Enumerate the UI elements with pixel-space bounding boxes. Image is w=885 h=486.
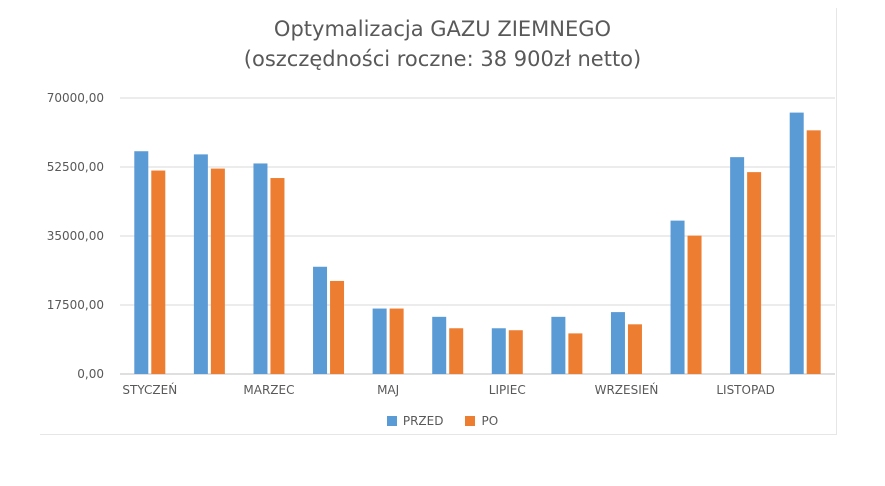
bar-przed-7 [491, 328, 506, 374]
bar-przed-11 [730, 157, 745, 374]
bar-przed-9 [610, 312, 625, 374]
legend-swatch-przed [386, 416, 397, 426]
bar-przed-1 [134, 151, 149, 374]
bar-przed-10 [670, 220, 685, 374]
bar-po-2 [210, 168, 225, 374]
x-tick-label: STYCZEŃ [122, 382, 177, 397]
legend-item-po: PO [465, 414, 498, 428]
bar-przed-2 [193, 154, 208, 374]
y-tick-label: 17500,00 [47, 298, 104, 312]
legend-label-po: PO [481, 414, 499, 428]
chart-title-line2: (oszczędności roczne: 38 900zł netto) [243, 47, 642, 71]
x-tick-label: WRZESIEŃ [595, 382, 659, 397]
y-tick-label: 35000,00 [47, 229, 104, 243]
bar-po-8 [568, 333, 583, 374]
legend-item-przed: PRZED [386, 414, 444, 428]
legend-swatch-po [465, 416, 476, 426]
bar-po-12 [806, 130, 821, 374]
x-tick-label: MARZEC [243, 383, 294, 397]
y-tick-label: 52500,00 [47, 160, 104, 174]
bar-po-1 [151, 170, 166, 374]
bar-przed-8 [551, 316, 566, 374]
x-tick-label: MAJ [377, 383, 399, 397]
bar-po-7 [508, 330, 523, 374]
bar-przed-4 [313, 266, 328, 374]
y-tick-label: 70000,00 [47, 91, 104, 105]
bar-po-10 [687, 235, 702, 374]
bar-przed-6 [432, 316, 447, 374]
chart-title-line1: Optymalizacja GAZU ZIEMNEGO [273, 17, 612, 41]
bar-przed-5 [372, 308, 387, 374]
bar-po-3 [270, 178, 285, 374]
bar-po-5 [389, 308, 404, 374]
legend-label-przed: PRZED [402, 414, 444, 428]
bar-po-9 [627, 324, 642, 374]
bar-przed-3 [253, 163, 268, 374]
bar-po-11 [747, 172, 762, 374]
bar-po-4 [330, 280, 345, 374]
bar-przed-12 [789, 112, 804, 375]
x-tick-label: LIPIEC [489, 383, 526, 397]
chart-title: Optymalizacja GAZU ZIEMNEGO (oszczędnośc… [0, 14, 885, 74]
legend: PRZED PO [0, 414, 885, 428]
x-tick-label: LISTOPAD [716, 383, 775, 397]
bar-po-6 [449, 328, 464, 374]
y-tick-label: 0,00 [77, 367, 104, 381]
